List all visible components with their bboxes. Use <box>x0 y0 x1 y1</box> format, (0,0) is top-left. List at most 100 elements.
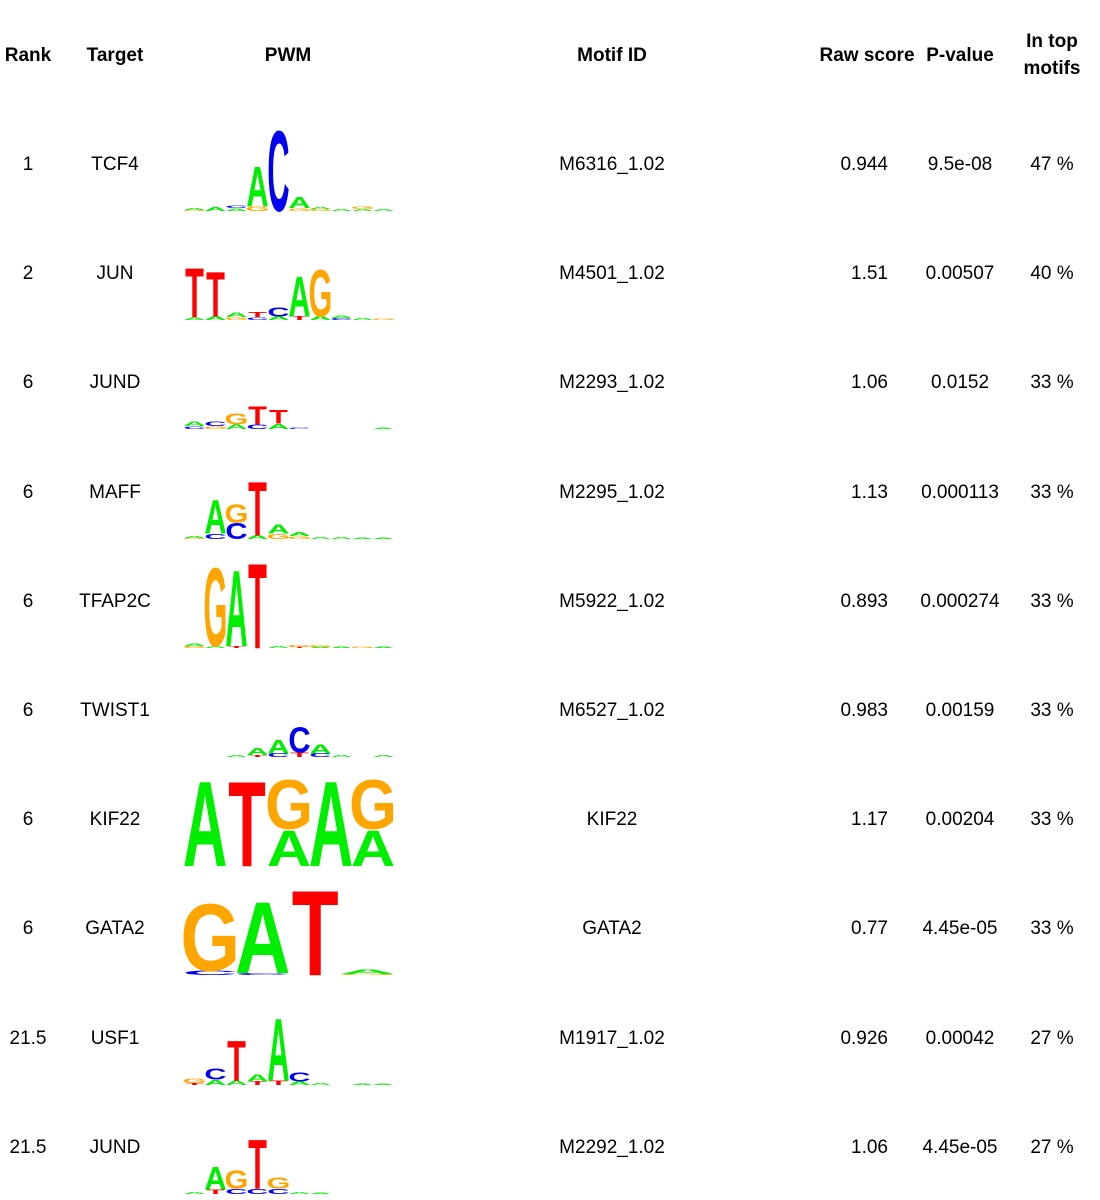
logo-letter-c: C <box>183 970 238 977</box>
logo-letter-a: A <box>183 1191 206 1194</box>
logo-letter-a: A <box>288 531 310 537</box>
logo-letter-a: A <box>204 645 227 648</box>
logo-letter-t: T <box>292 865 339 1001</box>
cell-rank: 6 <box>22 481 34 503</box>
logo-letter-g: G <box>288 207 312 211</box>
cell-in-top: 33 % <box>1030 700 1074 721</box>
logo-letter-t: T <box>290 646 310 648</box>
logo-letter-a: A <box>267 645 290 648</box>
logo-letter-c: C <box>183 426 205 430</box>
logo-letter-a: A <box>235 882 290 996</box>
logo-letter-t: T <box>228 758 266 893</box>
cell-rank: 6 <box>22 590 34 612</box>
cell-rank: 6 <box>22 809 34 831</box>
logo-letter-a: A <box>372 1083 395 1085</box>
logo-letter-t: T <box>248 401 267 430</box>
header-target: Target <box>86 45 144 66</box>
logo-letter-a: A <box>246 534 268 540</box>
logo-letter-a: A <box>288 1080 310 1086</box>
cell-rank: 2 <box>22 263 34 285</box>
logo-letter-c: C <box>267 752 289 758</box>
logo-letter-a: A <box>267 522 289 536</box>
logo-letter-a: A <box>351 820 395 877</box>
logo-letter-g: G <box>309 644 333 647</box>
logo-letter-g: G <box>225 317 249 321</box>
logo-letter-a: A <box>288 264 310 329</box>
logo-letter-a: A <box>372 209 395 212</box>
cell-p-value: 0.00507 <box>925 263 995 285</box>
cell-target: JUND <box>89 1136 141 1158</box>
cell-motif-id: KIF22 <box>586 809 638 831</box>
logo-letter-c: C <box>225 1187 247 1196</box>
logo-letter-a: A <box>330 536 353 539</box>
cell-in-top: 40 % <box>1030 263 1074 285</box>
cell-in-top: 33 % <box>1030 590 1074 612</box>
logo-letter-g: G <box>351 206 375 210</box>
logo-letter-g: G <box>288 644 312 647</box>
header-rank: Rank <box>4 45 52 66</box>
logo-letter-g: G <box>349 766 397 845</box>
header-raw-score: Raw score <box>819 45 915 66</box>
logo-letter-t: T <box>290 751 309 758</box>
logo-letter-a: A <box>351 1083 374 1085</box>
logo-letter-g: G <box>180 885 240 992</box>
logo-letter-c: C <box>204 532 226 541</box>
cell-motif-id: M6527_1.02 <box>559 700 665 721</box>
logo-letter-c: C <box>309 752 331 758</box>
cell-in-top: 33 % <box>1030 372 1074 394</box>
logo-letter-a: A <box>225 755 248 758</box>
logo-letter-c: C <box>204 421 226 428</box>
logo-letter-a: A <box>309 646 332 648</box>
cell-motif-id: M2292_1.02 <box>559 1136 665 1158</box>
logo-letter-t: T <box>227 1028 246 1093</box>
header-in-top-line2: motifs <box>1023 58 1081 79</box>
logo-letter-g: G <box>265 766 313 845</box>
logo-letter-a: A <box>330 755 353 758</box>
logo-letter-a: A <box>267 1000 289 1100</box>
cell-raw-score: 0.983 <box>840 700 888 721</box>
logo-letter-c: C <box>288 428 311 430</box>
header-pwm: PWM <box>264 45 312 66</box>
logo-letter-g: G <box>309 209 333 212</box>
cell-raw-score: 1.06 <box>851 1136 888 1158</box>
logo-letter-a: A <box>204 316 226 322</box>
logo-letter-g: G <box>225 499 249 528</box>
cell-raw-score: 0.77 <box>851 918 888 940</box>
logo-letter-t: T <box>206 259 225 330</box>
cell-raw-score: 0.926 <box>840 1027 888 1049</box>
cell-rank: 21.5 <box>9 1136 47 1158</box>
logo-letter-a: A <box>267 316 289 322</box>
cell-p-value: 4.45e-05 <box>922 918 998 940</box>
cell-rank: 1 <box>22 154 34 175</box>
logo-letter-t: T <box>227 645 247 648</box>
cell-target: KIF22 <box>89 809 141 831</box>
cell-target: JUND <box>89 372 141 394</box>
logo-letter-a: A <box>330 646 353 648</box>
cell-target: MAFF <box>89 481 141 503</box>
logo-letter-a: A <box>246 154 268 219</box>
cell-target: USF1 <box>90 1027 140 1049</box>
logo-letter-c: C <box>267 107 289 235</box>
cell-target: JUN <box>96 263 134 285</box>
cell-target: GATA2 <box>85 918 145 940</box>
cell-raw-score: 1.13 <box>851 481 888 503</box>
cell-p-value: 0.00159 <box>925 700 995 721</box>
cell-rank: 6 <box>22 372 34 394</box>
logo-letter-t: T <box>269 1079 288 1086</box>
logo-letter-g: G <box>225 412 249 429</box>
logo-letter-c: C <box>225 517 247 543</box>
logo-letter-a: A <box>372 537 395 539</box>
cell-raw-score: 1.17 <box>851 809 888 831</box>
cell-raw-score: 1.51 <box>851 263 888 285</box>
cell-rank: 6 <box>22 700 34 721</box>
logo-letter-a: A <box>246 746 268 758</box>
logo-letter-g: G <box>267 532 291 541</box>
cell-motif-id: M1917_1.02 <box>559 1027 665 1049</box>
logo-letter-a: A <box>246 1072 268 1084</box>
cell-target: TWIST1 <box>80 700 150 721</box>
